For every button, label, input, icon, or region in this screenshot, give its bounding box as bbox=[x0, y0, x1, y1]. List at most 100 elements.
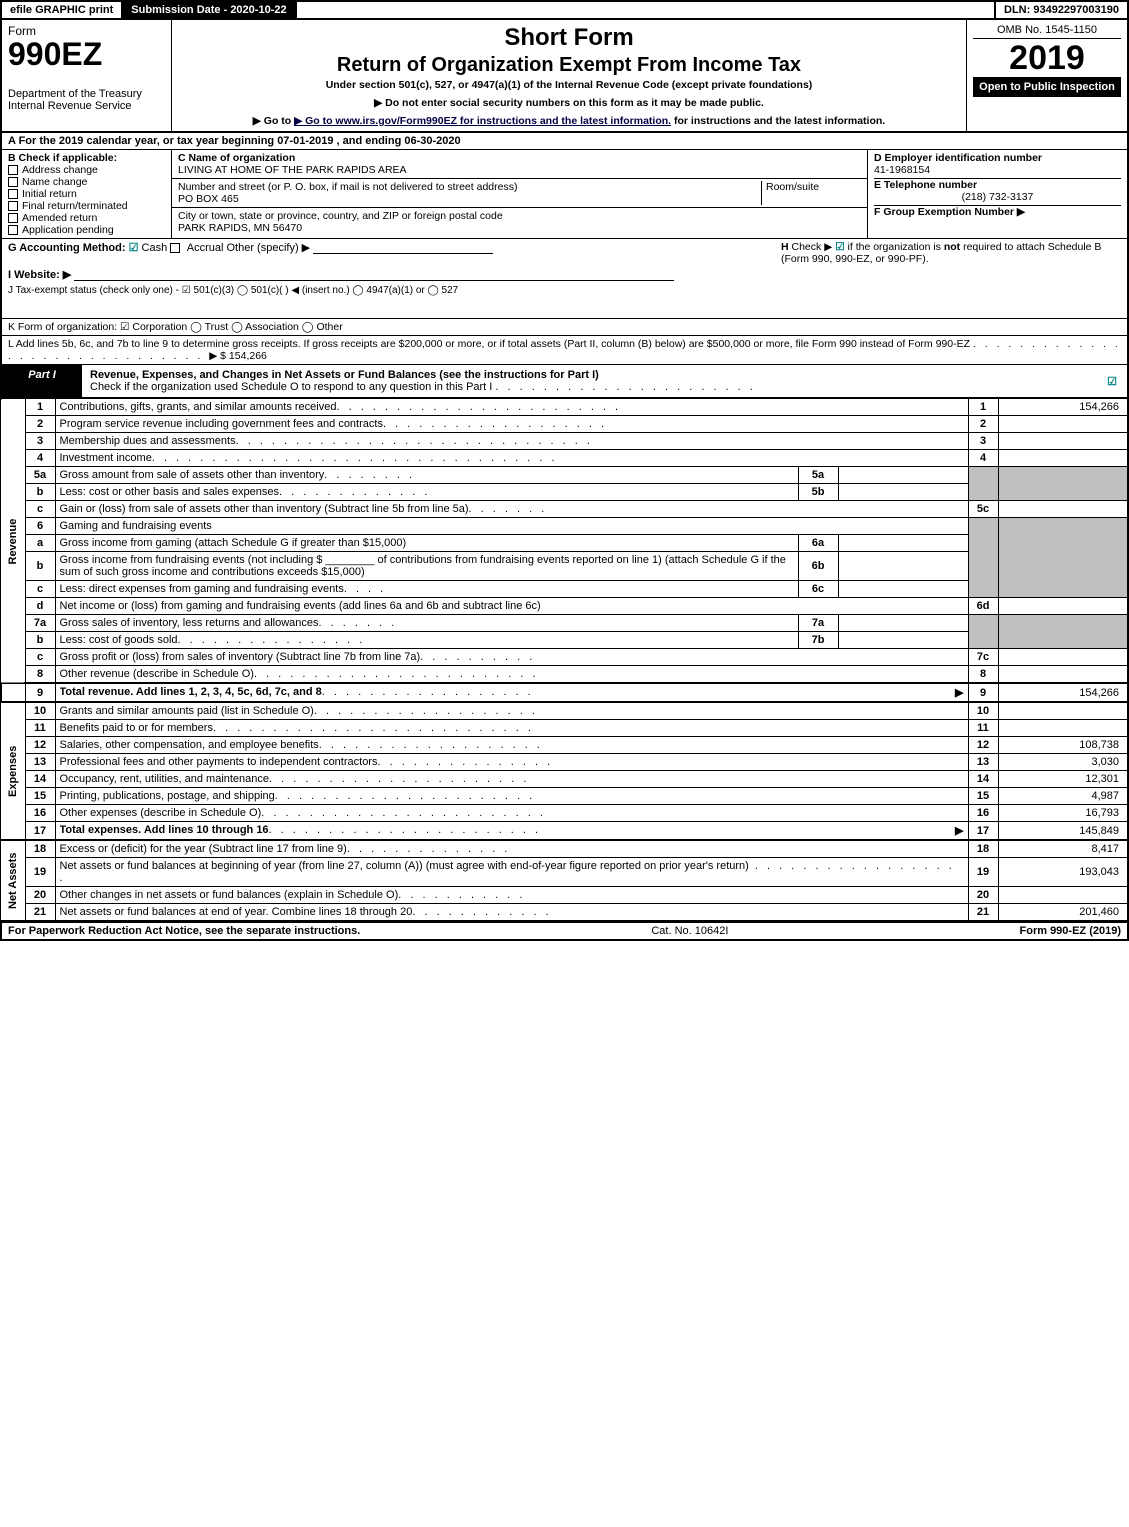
line-rn: 18 bbox=[968, 840, 998, 858]
line-desc: Excess or (deficit) for the year (Subtra… bbox=[60, 843, 347, 855]
line-desc: Membership dues and assessments bbox=[60, 435, 236, 447]
grey-cell bbox=[998, 467, 1128, 501]
header-mid: Short Form Return of Organization Exempt… bbox=[172, 20, 967, 131]
line-rv: 108,738 bbox=[998, 737, 1128, 754]
line-num: 16 bbox=[25, 805, 55, 822]
line-desc: Occupancy, rent, utilities, and maintena… bbox=[60, 773, 270, 785]
b-opt-final[interactable]: Final return/terminated bbox=[8, 200, 165, 212]
grey-cell bbox=[968, 615, 998, 649]
schedule-o-check[interactable]: ☑ bbox=[1097, 365, 1127, 397]
line-desc: Gross sales of inventory, less returns a… bbox=[60, 617, 319, 629]
line-desc: Total revenue. Add lines 1, 2, 3, 4, 5c,… bbox=[60, 686, 322, 699]
b-opt-amended[interactable]: Amended return bbox=[8, 212, 165, 224]
line-desc: Printing, publications, postage, and shi… bbox=[60, 790, 275, 802]
line-rn: 8 bbox=[968, 666, 998, 684]
netassets-section-label: Net Assets bbox=[1, 840, 25, 921]
form-number: 990EZ bbox=[8, 38, 165, 70]
line-num: 10 bbox=[25, 702, 55, 720]
goto-link[interactable]: ▶ Go to ▶ Go to www.irs.gov/Form990EZ fo… bbox=[180, 115, 958, 127]
line-desc: Net income or (loss) from gaming and fun… bbox=[60, 600, 541, 612]
line-num: 12 bbox=[25, 737, 55, 754]
line-num: 14 bbox=[25, 771, 55, 788]
line-rn: 3 bbox=[968, 433, 998, 450]
sub-line-val bbox=[838, 467, 968, 484]
line-rn: 2 bbox=[968, 416, 998, 433]
b-opt-pending[interactable]: Application pending bbox=[8, 224, 165, 236]
tax-year: 2019 bbox=[973, 41, 1121, 75]
line-desc: Less: direct expenses from gaming and fu… bbox=[60, 583, 344, 595]
line-desc: Gross profit or (loss) from sales of inv… bbox=[60, 651, 421, 663]
line-rv: 16,793 bbox=[998, 805, 1128, 822]
line-num: c bbox=[25, 649, 55, 666]
line-desc: Benefits paid to or for members bbox=[60, 722, 213, 734]
org-street: PO BOX 465 bbox=[178, 193, 239, 205]
sub-line-num: 7a bbox=[798, 615, 838, 632]
line-num: 17 bbox=[25, 822, 55, 841]
top-spacer bbox=[297, 2, 994, 18]
sub-line-val bbox=[838, 615, 968, 632]
line-rn: 11 bbox=[968, 720, 998, 737]
line-desc: Gross income from gaming (attach Schedul… bbox=[60, 537, 407, 549]
org-name: LIVING AT HOME OF THE PARK RAPIDS AREA bbox=[178, 164, 407, 176]
efile-print-button[interactable]: efile GRAPHIC print bbox=[2, 2, 123, 18]
other-specify-input[interactable] bbox=[313, 242, 493, 254]
line-rv bbox=[998, 720, 1128, 737]
section-b: B Check if applicable: Address change Na… bbox=[2, 150, 172, 238]
cat-number: Cat. No. 10642I bbox=[360, 925, 1019, 937]
revenue-section-label: Revenue bbox=[1, 399, 25, 684]
expenses-section-label: Expenses bbox=[1, 702, 25, 840]
section-k: K Form of organization: ☑ Corporation ◯ … bbox=[0, 319, 1129, 336]
financial-table: Revenue 1 Contributions, gifts, grants, … bbox=[0, 398, 1129, 922]
line-rn: 14 bbox=[968, 771, 998, 788]
line-num: 8 bbox=[25, 666, 55, 684]
d-ein-label: D Employer identification number bbox=[874, 152, 1121, 164]
section-h: H Check ▶ ☑ if the organization is not r… bbox=[781, 241, 1121, 265]
line-desc: Professional fees and other payments to … bbox=[60, 756, 378, 768]
section-c: C Name of organization LIVING AT HOME OF… bbox=[172, 150, 867, 238]
line-desc: Total expenses. Add lines 10 through 16 bbox=[60, 824, 269, 837]
line-desc: Other changes in net assets or fund bala… bbox=[60, 889, 399, 901]
line-rv: 154,266 bbox=[998, 683, 1128, 702]
cash-check[interactable]: ☑ bbox=[129, 242, 139, 254]
line-num: 13 bbox=[25, 754, 55, 771]
line-rv: 4,987 bbox=[998, 788, 1128, 805]
sub-line-val bbox=[838, 552, 968, 581]
c-name-label: C Name of organization bbox=[178, 152, 295, 164]
b-opt-initial[interactable]: Initial return bbox=[8, 188, 165, 200]
sub-line-val bbox=[838, 484, 968, 501]
line-rv: 145,849 bbox=[998, 822, 1128, 841]
website-input[interactable] bbox=[74, 269, 674, 281]
line-rn: 17 bbox=[968, 822, 998, 841]
sub-line-num: 5b bbox=[798, 484, 838, 501]
line-desc: Gross income from fundraising events (no… bbox=[60, 554, 786, 578]
omb-number: OMB No. 1545-1150 bbox=[973, 24, 1121, 39]
b-opt-address[interactable]: Address change bbox=[8, 164, 165, 176]
line-rv bbox=[998, 666, 1128, 684]
part-1-title: Revenue, Expenses, and Changes in Net As… bbox=[82, 365, 1097, 397]
line-num: 11 bbox=[25, 720, 55, 737]
section-l: L Add lines 5b, 6c, and 7b to line 9 to … bbox=[0, 336, 1129, 365]
line-rn: 10 bbox=[968, 702, 998, 720]
room-suite-label: Room/suite bbox=[761, 181, 861, 205]
b-opt-name[interactable]: Name change bbox=[8, 176, 165, 188]
line-rv bbox=[998, 416, 1128, 433]
telephone: (218) 732-3137 bbox=[874, 191, 1121, 206]
line-rv: 154,266 bbox=[998, 399, 1128, 416]
accrual-check[interactable] bbox=[170, 243, 180, 253]
sub-line-val bbox=[838, 632, 968, 649]
line-num: 20 bbox=[25, 887, 55, 904]
ein: 41-1968154 bbox=[874, 164, 1121, 179]
irs-link[interactable]: ▶ Go to www.irs.gov/Form990EZ for instru… bbox=[294, 115, 671, 127]
line-rv: 3,030 bbox=[998, 754, 1128, 771]
line-rn: 21 bbox=[968, 904, 998, 922]
line-rn: 9 bbox=[968, 683, 998, 702]
section-j: J Tax-exempt status (check only one) - ☑… bbox=[8, 285, 1121, 296]
top-bar: efile GRAPHIC print Submission Date - 20… bbox=[0, 0, 1129, 20]
section-ghij: H Check ▶ ☑ if the organization is not r… bbox=[0, 239, 1129, 319]
section-i: I Website: ▶ bbox=[8, 268, 1121, 281]
ssn-warning: ▶ Do not enter social security numbers o… bbox=[180, 97, 958, 109]
section-a-taxyear: A For the 2019 calendar year, or tax yea… bbox=[0, 133, 1129, 150]
sub-line-num: 6a bbox=[798, 535, 838, 552]
line-rn: 4 bbox=[968, 450, 998, 467]
arrow-icon: ▶ bbox=[955, 824, 963, 837]
